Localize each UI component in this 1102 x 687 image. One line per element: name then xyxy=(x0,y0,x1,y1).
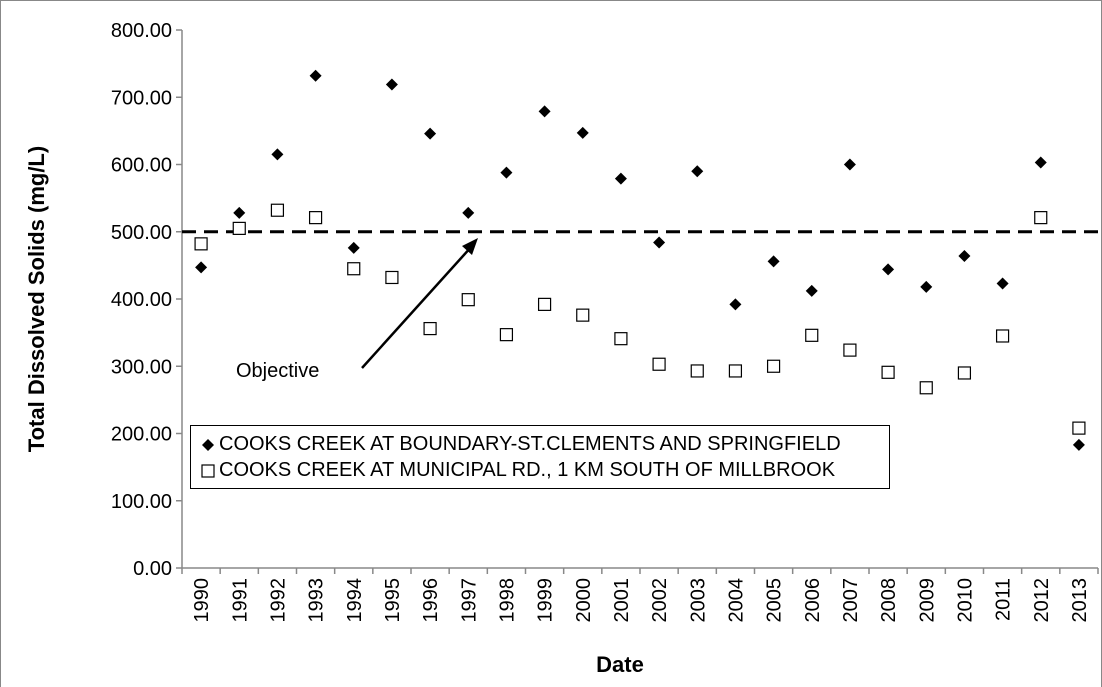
legend-marker xyxy=(202,439,214,451)
x-tick-label: 2002 xyxy=(649,578,671,623)
point xyxy=(957,366,972,380)
y-tick-label: 300.00 xyxy=(111,356,172,378)
point xyxy=(347,262,361,276)
point xyxy=(462,206,475,219)
legend-label: COOKS CREEK AT BOUNDARY-ST.CLEMENTS AND … xyxy=(219,433,841,455)
y-tick-label: 200.00 xyxy=(111,424,172,446)
point xyxy=(232,221,246,235)
point xyxy=(920,280,933,293)
annotation-arrowhead xyxy=(462,238,478,255)
legend-label: COOKS CREEK AT MUNICIPAL RD., 1 KM SOUTH… xyxy=(219,459,836,481)
legend-symbol xyxy=(197,432,219,452)
point xyxy=(308,211,323,225)
point xyxy=(652,357,666,371)
point xyxy=(347,241,360,254)
y-tick-label: 800.00 xyxy=(111,20,172,42)
point xyxy=(728,364,743,378)
legend-marker xyxy=(201,464,215,478)
point xyxy=(385,270,399,285)
x-tick-label: 1999 xyxy=(535,578,557,623)
point xyxy=(201,464,215,478)
y-axis-title: Total Dissolved Solids (mg/L) xyxy=(24,146,49,452)
point xyxy=(958,249,971,262)
legend: COOKS CREEK AT BOUNDARY-ST.CLEMENTS AND … xyxy=(190,425,890,489)
point xyxy=(766,359,781,373)
point xyxy=(843,343,857,357)
point xyxy=(233,206,246,219)
y-tick-label: 700.00 xyxy=(111,87,172,109)
annotation-arrow xyxy=(361,245,473,369)
x-tick-label: 2007 xyxy=(840,578,862,623)
y-tick-label: 400.00 xyxy=(111,289,172,311)
legend-symbol xyxy=(197,458,219,478)
annotation: Objective xyxy=(236,360,319,382)
point xyxy=(461,293,475,307)
x-tick-label: 2006 xyxy=(802,578,824,623)
point xyxy=(690,364,704,378)
x-tick-label: 2003 xyxy=(687,578,709,623)
point xyxy=(202,439,214,451)
legend-item: COOKS CREEK AT BOUNDARY-ST.CLEMENTS AND … xyxy=(197,432,883,456)
point xyxy=(499,328,514,342)
point xyxy=(729,298,742,311)
point xyxy=(576,126,589,139)
x-tick-label: 2004 xyxy=(725,578,747,623)
point xyxy=(691,165,704,178)
x-tick-label: 2001 xyxy=(611,578,633,623)
point xyxy=(270,203,285,217)
point xyxy=(1072,421,1086,435)
point xyxy=(576,308,590,322)
x-tick-label: 2010 xyxy=(954,578,976,623)
point xyxy=(195,261,208,274)
point xyxy=(919,381,933,395)
x-tick-label: 2013 xyxy=(1069,578,1091,623)
point xyxy=(538,105,551,118)
point xyxy=(424,127,437,140)
y-tick-label: 600.00 xyxy=(111,155,172,177)
x-axis-title: Date xyxy=(596,652,644,677)
x-tick-label: 2005 xyxy=(764,578,786,623)
x-tick-label: 1990 xyxy=(191,578,213,623)
point xyxy=(1072,438,1085,451)
point xyxy=(385,78,398,91)
point xyxy=(423,321,437,336)
point xyxy=(805,328,819,342)
x-tick-label: 2008 xyxy=(878,578,900,623)
point xyxy=(767,255,780,268)
point xyxy=(194,237,208,251)
point xyxy=(653,236,666,249)
point xyxy=(882,263,895,276)
legend-item: COOKS CREEK AT MUNICIPAL RD., 1 KM SOUTH… xyxy=(197,458,883,482)
point xyxy=(995,329,1010,343)
point xyxy=(271,148,284,161)
x-tick-label: 1994 xyxy=(344,578,366,623)
x-tick-label: 1992 xyxy=(267,578,289,623)
x-tick-label: 1997 xyxy=(458,578,480,623)
point xyxy=(843,158,856,171)
y-tick-label: 0.00 xyxy=(133,558,172,580)
x-tick-label: 2011 xyxy=(993,578,1015,621)
point xyxy=(1034,211,1048,225)
point xyxy=(614,172,627,185)
point xyxy=(1034,156,1047,169)
point xyxy=(881,365,895,379)
x-tick-label: 1998 xyxy=(496,578,518,623)
point xyxy=(500,166,513,179)
x-tick-label: 1993 xyxy=(306,578,328,623)
x-tick-label: 2012 xyxy=(1031,578,1053,623)
x-tick-label: 2000 xyxy=(573,578,595,623)
point xyxy=(537,297,552,311)
point xyxy=(614,332,628,346)
x-tick-label: 2009 xyxy=(916,578,938,623)
point xyxy=(805,284,818,297)
x-tick-label: 1995 xyxy=(382,578,404,623)
point xyxy=(996,277,1009,290)
x-tick-label: 1996 xyxy=(420,578,442,623)
y-tick-label: 100.00 xyxy=(111,491,172,513)
y-tick-label: 500.00 xyxy=(111,222,172,244)
x-tick-label: 1991 xyxy=(229,578,251,623)
point xyxy=(309,69,322,82)
